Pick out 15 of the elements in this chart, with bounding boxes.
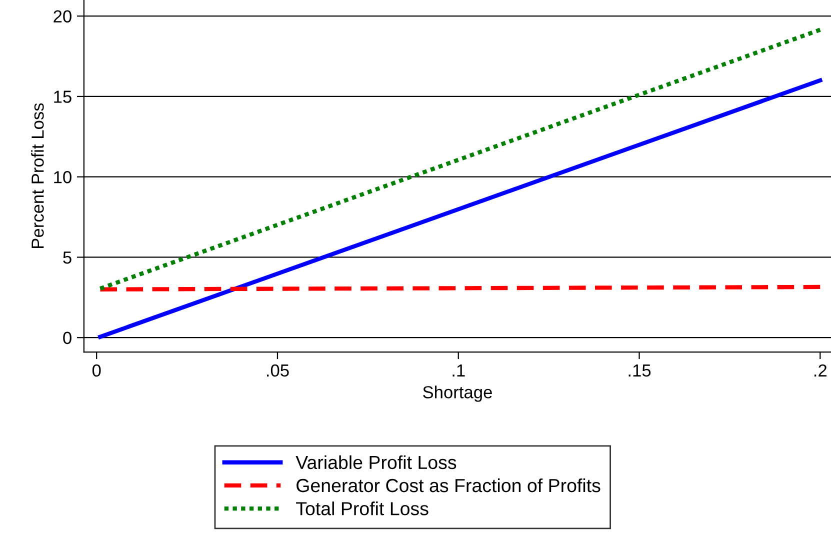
y-tick-label: 5 <box>63 252 72 264</box>
y-tick-label: 20 <box>54 10 72 23</box>
x-tick-label: 0 <box>92 364 101 377</box>
x-tick-label: .2 <box>814 364 827 376</box>
x-tick-label: .1 <box>452 364 465 376</box>
legend-label: Generator Cost as Fraction of Profits <box>296 478 600 492</box>
y-tick-label: 10 <box>54 171 72 184</box>
x-tick-label: .15 <box>628 364 651 377</box>
legend-label: Variable Profit Loss <box>296 455 456 470</box>
x-axis-title: Shortage <box>423 386 492 402</box>
y-tick-label: 15 <box>54 90 72 103</box>
y-tick-label: 0 <box>63 332 72 344</box>
legend-label: Total Profit Loss <box>296 502 428 516</box>
x-tick-label: .05 <box>267 364 289 377</box>
y-axis-title: Percent Profit Loss <box>31 103 44 248</box>
